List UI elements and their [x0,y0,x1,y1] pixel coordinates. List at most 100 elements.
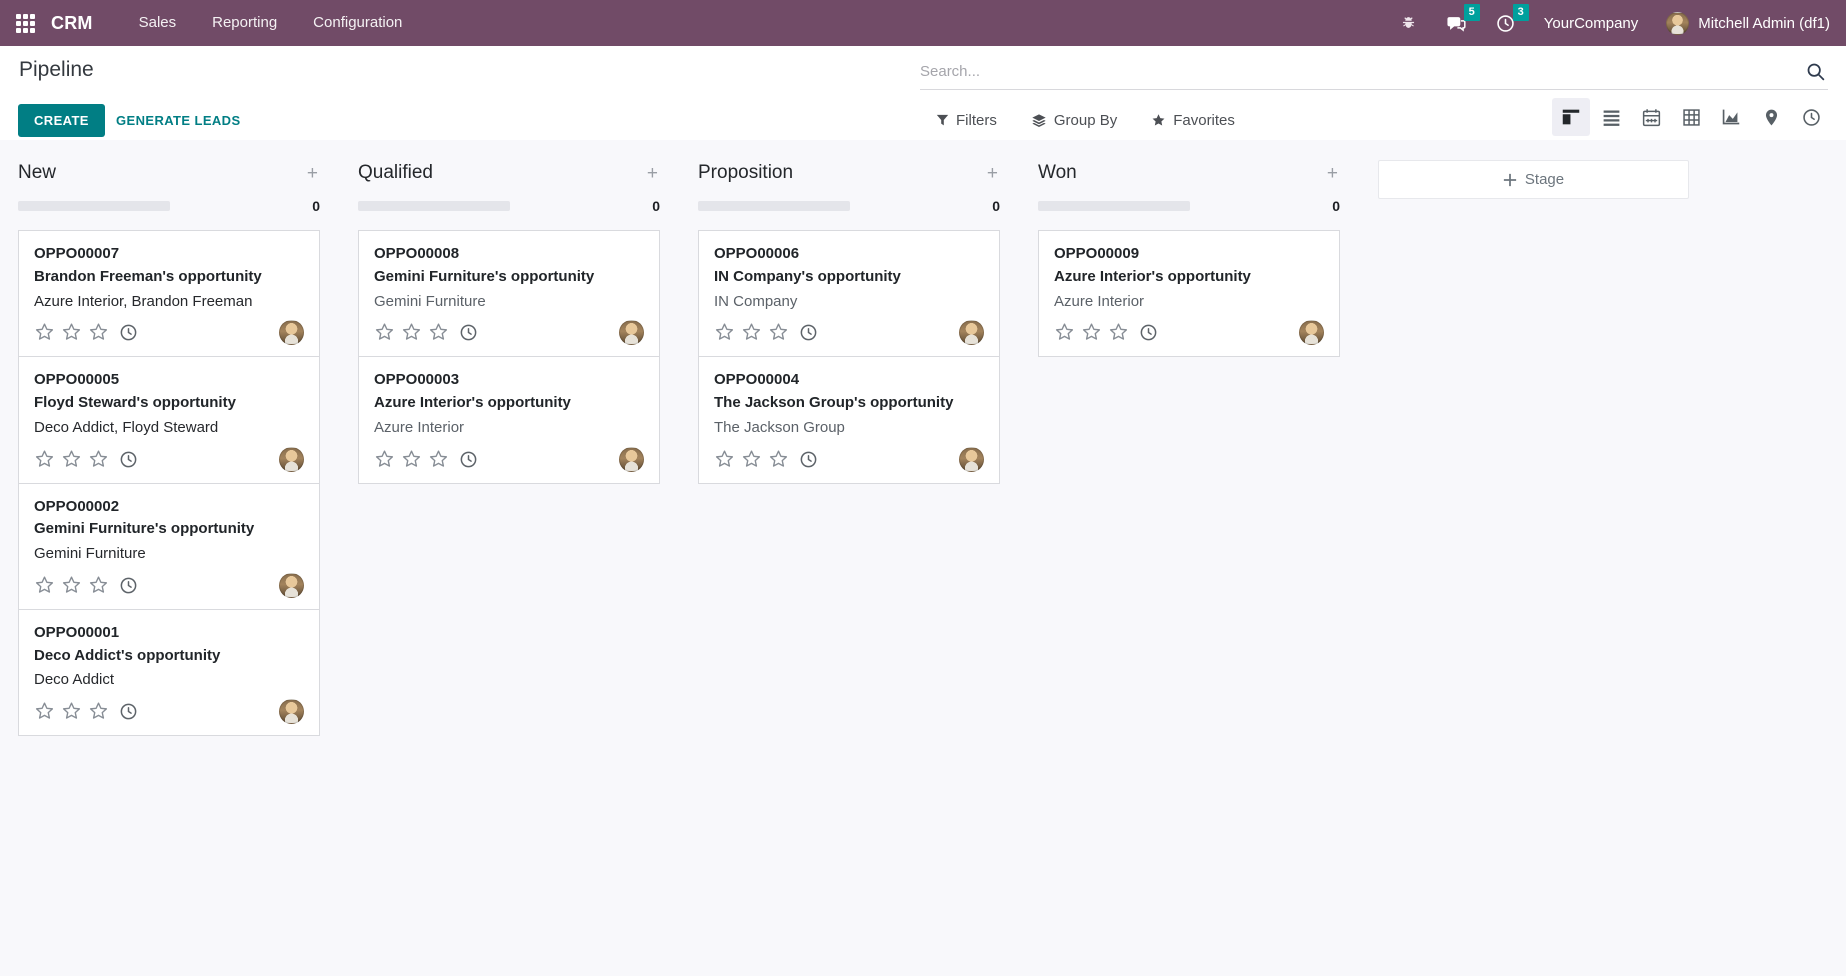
card-activity-clock-icon[interactable] [119,323,138,342]
star-outline-icon[interactable] [768,449,789,470]
column-progressbar[interactable] [18,201,170,211]
opportunity-card[interactable]: OPPO00001 Deco Addict's opportunity Deco… [18,608,320,736]
star-outline-icon[interactable] [34,449,55,470]
column-progressbar[interactable] [358,201,510,211]
star-outline-icon[interactable] [741,449,762,470]
star-outline-icon[interactable] [61,701,82,722]
user-menu[interactable]: Mitchell Admin (df1) [1666,11,1830,35]
star-outline-icon[interactable] [374,449,395,470]
column-add-icon[interactable]: + [1326,162,1338,184]
view-pivot-button[interactable] [1672,98,1710,136]
star-outline-icon[interactable] [741,322,762,343]
column-add-icon[interactable]: + [306,162,318,184]
view-map-button[interactable] [1752,98,1790,136]
pivot-view-icon [1682,108,1700,126]
card-assignee-avatar[interactable] [619,446,644,472]
search-icon[interactable] [1803,61,1828,82]
star-outline-icon[interactable] [88,322,109,343]
column-progressbar[interactable] [698,201,850,211]
star-outline-icon[interactable] [1054,322,1075,343]
card-assignee-avatar[interactable] [279,446,304,472]
apps-menu-icon[interactable] [16,13,35,33]
star-outline-icon[interactable] [88,701,109,722]
view-activity-button[interactable] [1792,98,1830,136]
star-outline-icon[interactable] [374,322,395,343]
company-switcher[interactable]: YourCompany [1543,14,1639,32]
card-assignee-avatar[interactable] [619,320,644,346]
card-assignee-avatar[interactable] [279,699,304,724]
opportunity-card[interactable]: OPPO00002 Gemini Furniture's opportunity… [18,482,320,610]
filter-funnel-icon [936,114,949,126]
card-activity-clock-icon[interactable] [459,450,478,469]
star-outline-icon[interactable] [428,322,449,343]
card-activity-clock-icon[interactable] [119,702,138,721]
star-outline-icon[interactable] [1108,322,1129,343]
opportunity-card[interactable]: OPPO00007 Brandon Freeman's opportunity … [18,230,320,358]
opportunity-card[interactable]: OPPO00006 IN Company's opportunity IN Co… [698,230,1000,358]
card-title: IN Company's opportunity [714,267,901,285]
card-assignee-avatar[interactable] [279,320,304,346]
menu-sales[interactable]: Sales [138,14,177,31]
activities-icon[interactable]: 3 [1495,3,1529,34]
favorites-menu[interactable]: Favorites [1151,112,1235,129]
star-outline-icon[interactable] [1081,322,1102,343]
card-title: Gemini Furniture's opportunity [374,267,595,285]
menu-configuration[interactable]: Configuration [313,14,403,31]
card-activity-clock-icon[interactable] [459,323,478,342]
column-add-icon[interactable]: + [646,162,658,184]
star-outline-icon[interactable] [714,449,735,470]
messages-icon[interactable]: 5 [1446,3,1480,34]
star-outline-icon[interactable] [61,575,82,596]
star-outline-icon[interactable] [34,575,55,596]
star-filled-icon [1152,114,1165,126]
card-reference: OPPO00009 [1054,245,1140,262]
kanban-board: New + 0 OPPO00007 Brandon Freeman's oppo… [0,140,1846,976]
view-list-button[interactable] [1592,98,1630,136]
generate-leads-button[interactable]: GENERATE LEADS [116,104,241,137]
star-outline-icon[interactable] [428,449,449,470]
card-activity-clock-icon[interactable] [1139,323,1158,342]
card-activity-clock-icon[interactable] [799,323,818,342]
star-outline-icon[interactable] [401,449,422,470]
column-count: 0 [312,198,320,214]
opportunity-card[interactable]: OPPO00003 Azure Interior's opportunity A… [358,356,660,484]
star-outline-icon[interactable] [401,322,422,343]
column-progressbar[interactable] [1038,201,1190,211]
search-input[interactable] [920,63,1803,80]
card-assignee-avatar[interactable] [1299,320,1324,346]
view-calendar-button[interactable] [1632,98,1670,136]
card-activity-clock-icon[interactable] [119,450,138,469]
column-add-icon[interactable]: + [986,162,998,184]
star-outline-icon[interactable] [34,322,55,343]
view-graph-button[interactable] [1712,98,1750,136]
star-outline-icon[interactable] [714,322,735,343]
debug-bug-icon[interactable] [1399,14,1418,33]
add-stage-button[interactable]: Stage [1378,160,1689,199]
app-name[interactable]: CRM [51,12,93,33]
card-priority-stars [34,701,109,722]
opportunity-card[interactable]: OPPO00009 Azure Interior's opportunity A… [1038,230,1340,358]
view-kanban-button[interactable] [1552,98,1590,136]
card-assignee-avatar[interactable] [959,446,984,472]
card-assignee-avatar[interactable] [279,572,304,598]
star-outline-icon[interactable] [61,449,82,470]
card-assignee-avatar[interactable] [959,320,984,346]
star-outline-icon[interactable] [88,449,109,470]
group-by-menu[interactable]: Group By [1031,112,1117,129]
star-outline-icon[interactable] [61,322,82,343]
opportunity-card[interactable]: OPPO00005 Floyd Steward's opportunity De… [18,356,320,484]
star-outline-icon[interactable] [768,322,789,343]
filters-menu[interactable]: Filters [936,112,997,129]
breadcrumb-page-title[interactable]: Pipeline [19,58,94,81]
card-partner: Gemini Furniture [34,545,146,562]
card-title: Azure Interior's opportunity [1054,267,1251,285]
star-outline-icon[interactable] [34,701,55,722]
column-title: Qualified [358,162,433,183]
card-activity-clock-icon[interactable] [119,576,138,595]
opportunity-card[interactable]: OPPO00008 Gemini Furniture's opportunity… [358,230,660,358]
create-button[interactable]: CREATE [18,104,105,137]
opportunity-card[interactable]: OPPO00004 The Jackson Group's opportunit… [698,356,1000,484]
star-outline-icon[interactable] [88,575,109,596]
card-activity-clock-icon[interactable] [799,450,818,469]
menu-reporting[interactable]: Reporting [212,14,278,31]
